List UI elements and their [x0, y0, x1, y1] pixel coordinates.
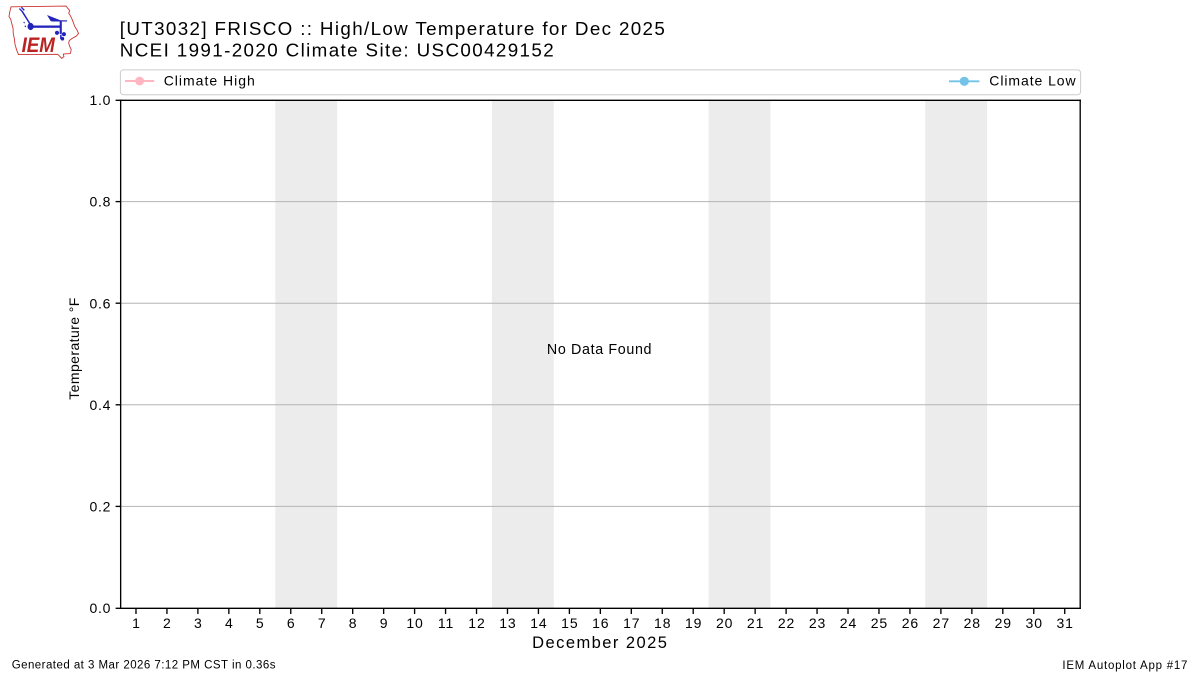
svg-text:26: 26	[902, 615, 919, 631]
svg-text:Climate Low: Climate Low	[989, 72, 1076, 88]
svg-text:29: 29	[995, 615, 1012, 631]
svg-text:Climate High: Climate High	[164, 72, 256, 88]
svg-text:16: 16	[592, 615, 609, 631]
svg-text:2: 2	[163, 615, 171, 631]
svg-text:0.2: 0.2	[89, 499, 111, 515]
svg-text:IEM Autoplot App #17: IEM Autoplot App #17	[1062, 660, 1188, 672]
svg-text:20: 20	[716, 615, 733, 631]
svg-text:17: 17	[623, 615, 640, 631]
svg-text:30: 30	[1026, 615, 1043, 631]
svg-text:6: 6	[287, 615, 295, 631]
svg-text:Temperature °F: Temperature °F	[66, 297, 82, 400]
svg-text:22: 22	[778, 615, 795, 631]
svg-text:0.8: 0.8	[89, 194, 111, 210]
svg-text:[UT3032] FRISCO :: High/Low Te: [UT3032] FRISCO :: High/Low Temperature …	[120, 18, 666, 39]
svg-text:13: 13	[499, 615, 516, 631]
svg-text:25: 25	[871, 615, 888, 631]
svg-text:December 2025: December 2025	[532, 634, 668, 652]
svg-text:No Data Found: No Data Found	[547, 342, 652, 358]
svg-text:8: 8	[349, 615, 357, 631]
svg-text:5: 5	[256, 615, 264, 631]
svg-text:0.0: 0.0	[89, 600, 111, 616]
svg-text:15: 15	[561, 615, 578, 631]
svg-text:21: 21	[747, 615, 764, 631]
svg-text:24: 24	[840, 615, 857, 631]
svg-text:0.6: 0.6	[89, 295, 111, 311]
svg-text:NCEI 1991-2020 Climate Site: U: NCEI 1991-2020 Climate Site: USC00429152	[120, 40, 555, 61]
svg-text:23: 23	[809, 615, 826, 631]
svg-text:0.4: 0.4	[89, 397, 111, 413]
svg-text:14: 14	[530, 615, 547, 631]
svg-text:12: 12	[468, 615, 485, 631]
svg-text:IEM: IEM	[22, 33, 56, 57]
svg-text:4: 4	[225, 615, 233, 631]
svg-text:28: 28	[964, 615, 981, 631]
svg-text:19: 19	[685, 615, 702, 631]
svg-text:10: 10	[406, 615, 423, 631]
svg-text:18: 18	[654, 615, 671, 631]
svg-text:9: 9	[380, 615, 388, 631]
svg-text:31: 31	[1056, 615, 1073, 631]
svg-text:Generated at 3 Mar 2026 7:12 P: Generated at 3 Mar 2026 7:12 PM CST in 0…	[12, 660, 276, 672]
svg-text:27: 27	[933, 615, 950, 631]
svg-text:1.0: 1.0	[89, 92, 111, 108]
svg-text:3: 3	[194, 615, 202, 631]
svg-text:1: 1	[132, 615, 140, 631]
svg-text:7: 7	[318, 615, 326, 631]
svg-text:11: 11	[438, 615, 454, 631]
